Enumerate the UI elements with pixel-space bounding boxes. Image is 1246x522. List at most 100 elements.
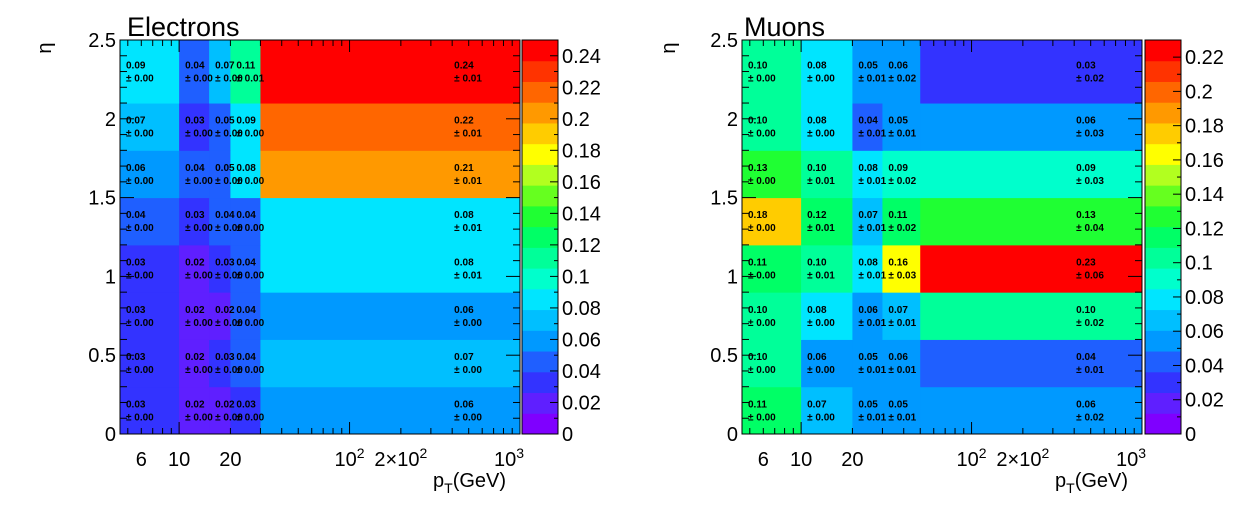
- heatmap-cell: [882, 103, 921, 151]
- cell-value-label: 0.06: [454, 399, 474, 410]
- palette-swatch: [522, 309, 558, 331]
- cell-value-label: 0.04: [185, 61, 205, 72]
- heatmap-cell: [230, 386, 261, 435]
- cell-error-label: ± 0.00: [236, 223, 264, 234]
- y-tick-label: 1: [105, 266, 116, 288]
- cell-value-label: 0.08: [807, 61, 827, 72]
- cell-error-label: ± 0.00: [748, 129, 776, 140]
- heatmap-cell: [230, 103, 261, 151]
- electrons-plot-frame: [119, 39, 521, 435]
- heatmap-cell: [260, 150, 521, 199]
- cell-error-label: ± 0.00: [748, 412, 776, 423]
- cell-error-label: ± 0.00: [215, 223, 243, 234]
- cell-error-label: ± 0.00: [236, 318, 264, 329]
- y-tick-label: 0: [727, 424, 738, 446]
- palette-tick-label: 0.12: [562, 235, 601, 257]
- electrons-x-ticks: 6 10 20 102 2×102 103: [127, 40, 524, 471]
- x-tick-label: 2×102: [374, 445, 427, 471]
- heatmap-cell: [801, 292, 853, 340]
- palette-tick-label: 0.24: [562, 46, 601, 68]
- x-tick-label: 102: [335, 445, 365, 471]
- cell-error-label: ± 0.01: [858, 365, 886, 376]
- heatmap-cell: [882, 244, 921, 293]
- palette-frame: [521, 39, 559, 435]
- cell-error-label: ± 0.00: [185, 271, 213, 282]
- heatmap-cell: [801, 40, 853, 104]
- cell-error-label: ± 0.02: [888, 223, 916, 234]
- cell-value-label: 0.23: [1076, 258, 1096, 269]
- cell-error-label: ± 0.00: [748, 223, 776, 234]
- heatmap-cell: [120, 150, 180, 199]
- cell-error-label: ± 0.00: [185, 129, 213, 140]
- cell-value-label: 0.05: [888, 399, 908, 410]
- heatmap-cell: [260, 40, 521, 104]
- cell-value-label: 0.03: [236, 399, 256, 410]
- heatmap-cell: [260, 103, 521, 151]
- cell-value-label: 0.05: [858, 352, 878, 363]
- electrons-title: Electrons: [127, 12, 240, 42]
- heatmap-cell: [742, 40, 802, 104]
- cell-error-label: ± 0.01: [858, 129, 886, 140]
- cell-value-label: 0.05: [215, 163, 235, 174]
- heatmap-cell: [179, 103, 210, 151]
- heatmap-cell: [852, 244, 883, 293]
- cell-value-label: 0.06: [1076, 399, 1096, 410]
- cell-value-label: 0.18: [748, 210, 768, 221]
- palette-swatch: [1145, 185, 1181, 207]
- x-tick-label: 6: [136, 449, 147, 471]
- heatmap-cell: [852, 197, 883, 246]
- cell-value-label: 0.03: [126, 399, 146, 410]
- palette-tick-label: 0.18: [562, 140, 601, 162]
- palette-frame: [1144, 39, 1182, 435]
- cell-error-label: ± 0.00: [236, 129, 264, 140]
- cell-error-label: ± 0.00: [454, 365, 482, 376]
- palette-swatch: [522, 413, 558, 435]
- heatmap-cell: [742, 244, 802, 293]
- heatmap-cell: [801, 150, 853, 199]
- cell-error-label: ± 0.00: [454, 412, 482, 423]
- cell-error-label: ± 0.00: [215, 176, 243, 187]
- cell-value-label: 0.04: [1076, 352, 1096, 363]
- cell-value-label: 0.21: [454, 163, 474, 174]
- y-tick-label: 1.5: [710, 188, 738, 210]
- palette-tick-label: 0.12: [1185, 218, 1224, 240]
- cell-value-label: 0.03: [126, 258, 146, 269]
- cell-error-label: ± 0.00: [807, 412, 835, 423]
- muons-plot-frame: [741, 39, 1143, 435]
- electrons-panel: 6 10 20 102 2×102 103 00.511.522.5 0.03± 0.00…: [34, 12, 601, 496]
- cell-value-label: 0.03: [126, 352, 146, 363]
- cell-value-label: 0.03: [215, 258, 235, 269]
- heatmap-cell: [230, 244, 261, 293]
- muons-panel: 6 10 20 102 2×102 103 00.511.522.5 0.11± 0.00…: [658, 12, 1224, 496]
- cell-value-label: 0.07: [215, 61, 235, 72]
- muons-color-palette: [1144, 39, 1182, 435]
- cell-value-label: 0.22: [454, 116, 474, 127]
- cell-value-label: 0.10: [1076, 305, 1096, 316]
- heatmap-cell: [230, 292, 261, 340]
- cell-value-label: 0.10: [748, 305, 768, 316]
- cell-value-label: 0.04: [126, 210, 146, 221]
- x-tick-label: 20: [841, 449, 863, 471]
- heatmap-cell: [179, 150, 210, 199]
- cell-value-label: 0.06: [888, 352, 908, 363]
- palette-swatch: [522, 81, 558, 103]
- palette-tick-label: 0.16: [562, 172, 601, 194]
- cell-error-label: ± 0.00: [748, 365, 776, 376]
- heatmap-cell: [179, 40, 210, 104]
- cell-value-label: 0.11: [236, 61, 255, 72]
- heatmap-cell: [882, 386, 921, 435]
- cell-error-label: ± 0.01: [454, 271, 482, 282]
- cell-error-label: ± 0.01: [807, 223, 835, 234]
- palette-swatch: [522, 392, 558, 414]
- cell-error-label: ± 0.01: [1076, 365, 1104, 376]
- cell-error-label: ± 0.01: [858, 223, 886, 234]
- cell-value-label: 0.06: [454, 305, 474, 316]
- palette-tick-label: 0.04: [1185, 355, 1224, 377]
- cell-error-label: ± 0.00: [126, 129, 154, 140]
- cell-value-label: 0.08: [807, 305, 827, 316]
- heatmap-cell: [742, 103, 802, 151]
- cell-value-label: 0.02: [185, 352, 205, 363]
- heatmap-cell: [882, 150, 921, 199]
- cell-value-label: 0.03: [185, 210, 205, 221]
- heatmap-cell: [230, 339, 261, 388]
